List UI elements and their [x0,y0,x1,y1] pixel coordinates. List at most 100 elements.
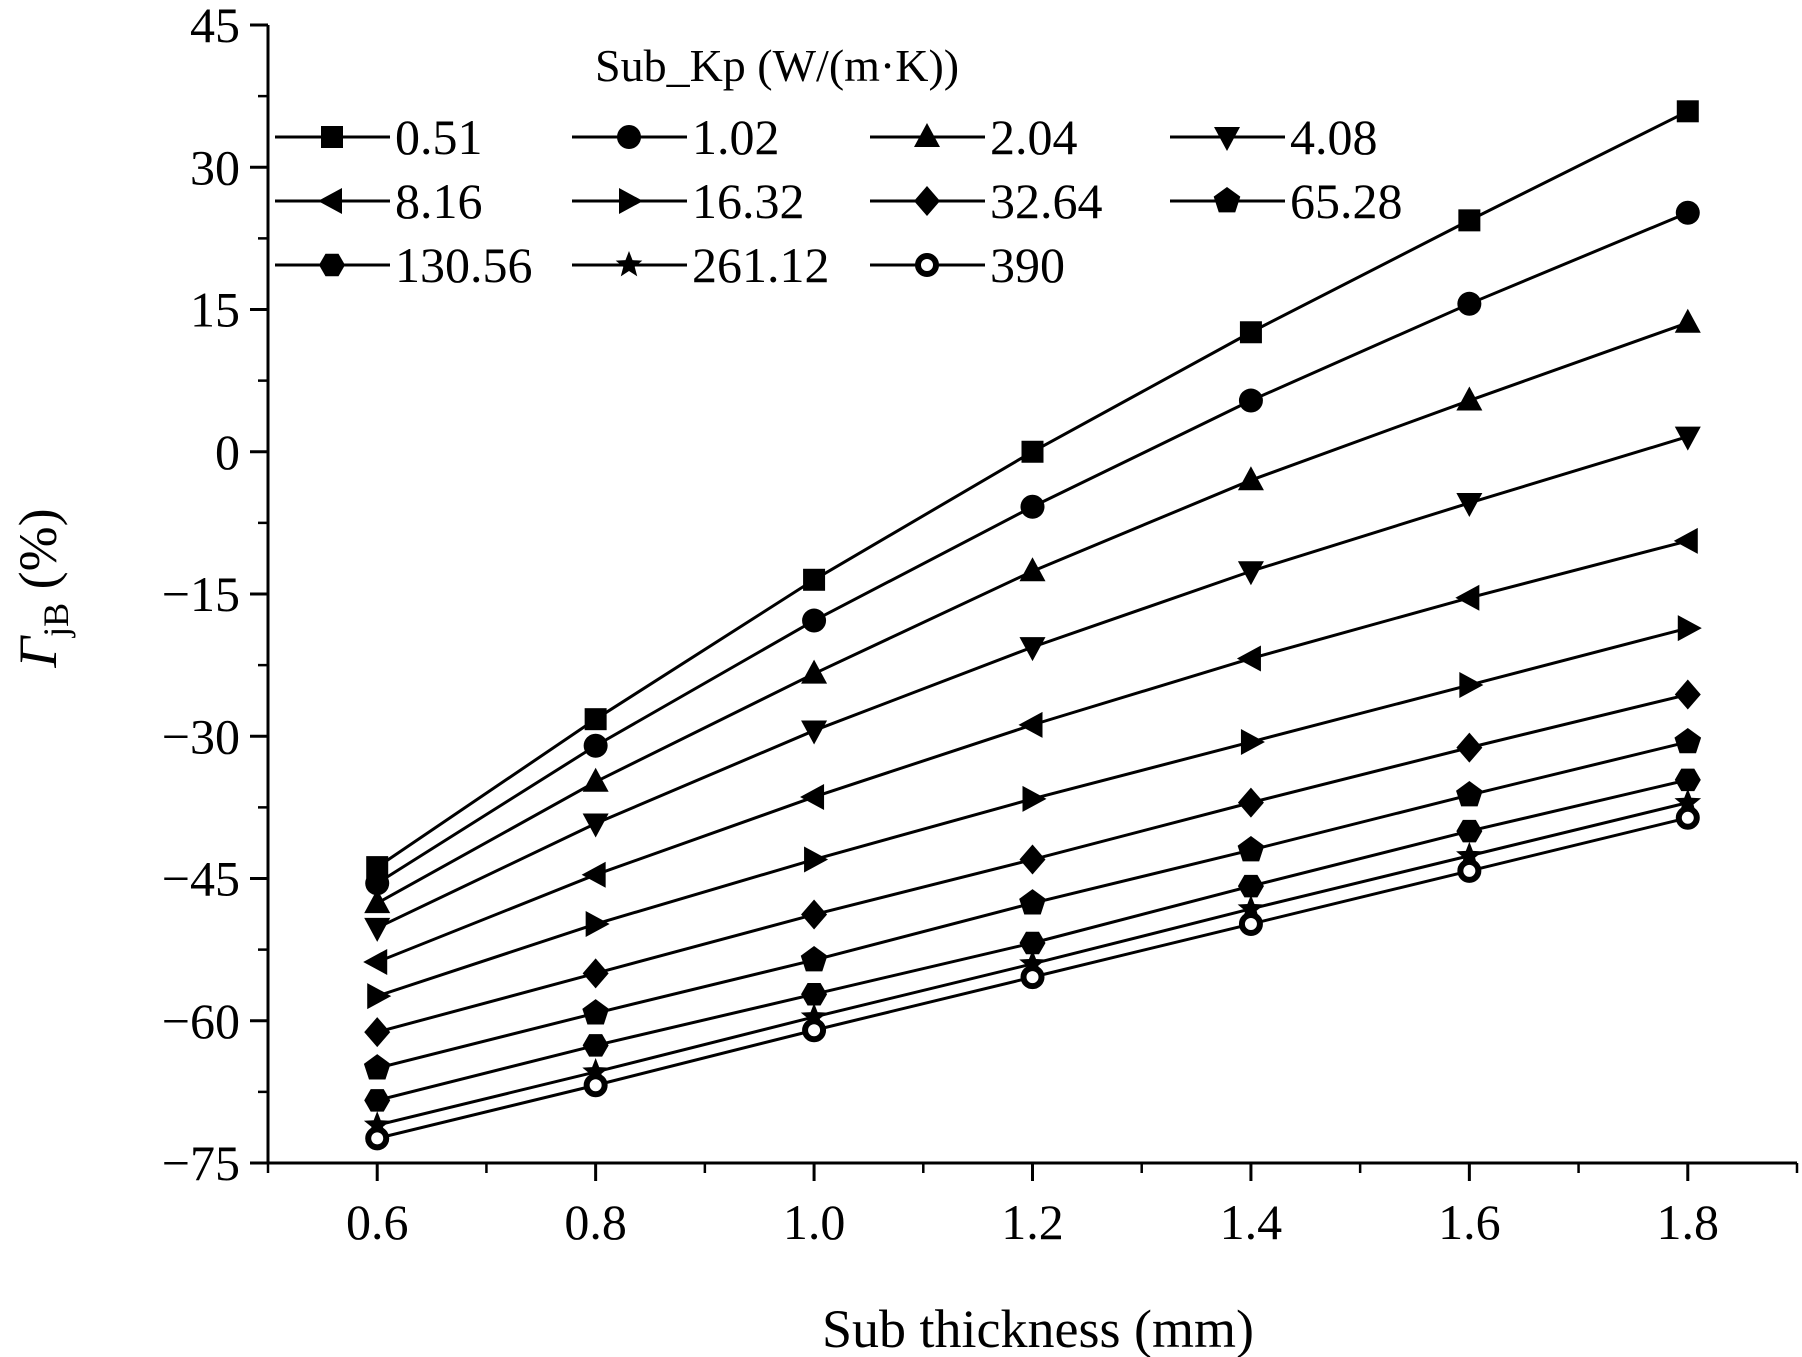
y-tick-label: −30 [162,708,240,764]
data-point [1236,645,1261,672]
series-1-02 [365,200,1700,896]
legend-label: 2.04 [990,109,1078,165]
data-point [1675,805,1700,830]
legend-entry: 130.56 [275,237,533,293]
data-point [365,1126,390,1151]
data-point [800,783,825,810]
data-point [1238,388,1263,413]
data-point [582,767,609,792]
x-tick-label: 1.4 [1220,1194,1283,1250]
legend-entry: 2.04 [870,109,1078,165]
data-point [800,1002,828,1029]
series-16-32 [367,615,1702,1010]
data-point [364,917,391,942]
data-point [1020,494,1045,519]
x-tick-label: 0.6 [346,1194,409,1250]
legend-marker [915,253,939,277]
y-axis-unit: (%) [8,508,68,589]
data-point [804,846,829,873]
data-point [1456,492,1483,517]
data-point [582,1034,609,1057]
data-point [1457,291,1482,316]
series-390 [365,805,1700,1151]
legend-marker [1214,127,1240,151]
data-point [363,1054,391,1080]
y-tick-label: 45 [190,0,240,53]
y-tick-label: −75 [162,1135,240,1191]
data-point [1019,557,1046,582]
data-point [802,1018,827,1043]
data-point [1674,426,1701,451]
y-tick-label: 30 [190,139,240,195]
data-point [1457,858,1482,883]
data-point [801,720,828,745]
series-32-64 [364,679,1701,1048]
data-point [1458,209,1481,232]
legend-entry: 65.28 [1170,173,1403,229]
legend: Sub_Kp (W/(m·K)) 0.51 1.02 2.04 4.08 8.16 16.… [275,40,1403,293]
data-point [1456,781,1483,807]
legend-marker [619,188,643,214]
data-point [1020,965,1045,990]
legend-label: 65.28 [1290,173,1403,229]
data-point [1019,889,1046,915]
legend-label: 32.64 [990,173,1103,229]
data-point [364,1089,391,1112]
data-point [1237,894,1265,921]
legend-title: Sub_Kp (W/(m·K)) [595,40,959,91]
data-point [1021,440,1044,463]
data-point [1018,711,1043,738]
legend-marker [1213,187,1241,213]
legend-label: 4.08 [1290,109,1378,165]
y-axis-subscript: jB [36,603,76,639]
y-tick-label: −15 [162,566,240,622]
legend-label: 8.16 [395,173,483,229]
x-axis-title: Sub thickness (mm) [822,1299,1254,1357]
x-tick-label: 1.6 [1438,1194,1501,1250]
legend-marker [617,125,641,149]
y-tick-label: −45 [162,851,240,907]
data-point [1237,836,1265,862]
legend-label: 390 [990,237,1065,293]
data-point [1674,679,1701,710]
legend-marker [914,186,940,216]
data-point [803,568,826,591]
data-point [581,861,606,888]
data-point [1459,672,1484,699]
legend-entry: 390 [870,237,1065,293]
y-tick-label: 15 [190,282,240,338]
data-point [1456,819,1483,843]
data-point [1022,785,1047,812]
data-point [1019,931,1046,955]
data-point [364,889,391,914]
data-point [1240,728,1265,755]
axes: −75 −60 −45 −30 −15 0 15 30 45 0.6 0.8 1.0 1.2 1.4 1.6… [162,0,1799,1250]
data-point [1456,386,1483,411]
series-65-28 [363,727,1702,1080]
y-tick-label: 0 [215,424,240,480]
data-point [1674,768,1701,792]
data-point [365,871,390,896]
data-point [801,982,828,1006]
data-point [1019,949,1046,976]
y-tick-label: −60 [162,993,240,1049]
legend-label: 16.32 [692,173,805,229]
data-point [1674,788,1702,814]
y-axis-title: ΓjB (%) [8,508,76,668]
legend-entry: 261.12 [572,237,830,293]
data-point [1673,527,1698,554]
data-point [1456,841,1483,868]
data-point [1676,100,1699,123]
data-point [801,659,828,684]
data-point [1456,732,1483,763]
data-point [582,958,609,989]
data-point [1239,321,1262,344]
y-axis-symbol: Γ [8,635,68,669]
legend-entry: 8.16 [275,173,483,229]
series-line [376,211,1689,885]
series-2-04 [364,308,1701,914]
series-261-12 [363,788,1702,1137]
data-point [585,911,610,938]
data-point [582,813,609,838]
